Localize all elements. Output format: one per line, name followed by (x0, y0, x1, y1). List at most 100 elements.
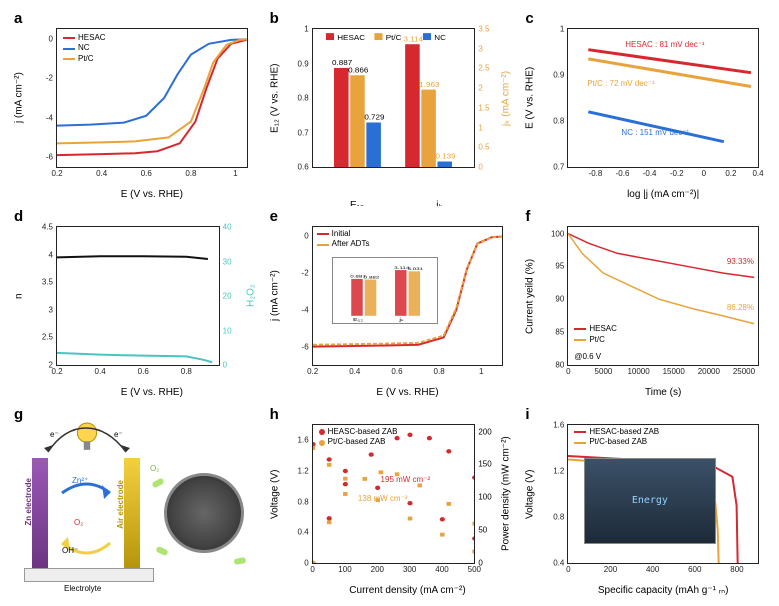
panel-i-xticks: 0200400600800 (568, 565, 758, 577)
panel-f-condition: @0.6 V (574, 352, 601, 361)
panel-b-y2ticks: 00.511.522.533.5 (476, 29, 498, 167)
ann-hesac-tafel: HESAC : 81 mV dec⁻¹ (625, 40, 704, 49)
panel-d-lines (57, 227, 219, 365)
panel-d-yticks: 22.533.544.5 (33, 227, 55, 365)
air-electrode-label: Air electrode (116, 480, 125, 529)
panel-h-yticks: 00.40.81.21.6 (289, 425, 311, 563)
svg-text:0.139: 0.139 (435, 152, 455, 160)
oh-label: OH⁻ (62, 546, 78, 555)
svg-text:HESAC: HESAC (337, 34, 365, 42)
ann-ptc-power: 138 mW cm⁻² (358, 494, 408, 503)
ann-nc-tafel: NC : 151 mV dec⁻¹ (621, 128, 689, 137)
panel-b: b E₁₂ (V vs. RHE) jₖ (mA cm⁻²) HESAC Pt/C… (264, 8, 516, 202)
panel-h-y2label: Power density (mW cm⁻²) (499, 424, 513, 564)
panel-c-lines (568, 29, 758, 167)
air-electrode-icon (124, 458, 140, 568)
panel-b-ylabel: E₁₂ (V vs. RHE) (268, 28, 282, 168)
panel-i-xlabel: Specific capacity (mAh g⁻¹ ᵣₙ) (567, 585, 759, 596)
panel-e-xticks: 0.20.40.60.81 (313, 367, 503, 379)
panel-h-y2ticks: 050100150200 (476, 425, 498, 563)
svg-text:Pt/C: Pt/C (385, 34, 401, 42)
zn2-label: Zn²⁺ (72, 476, 88, 485)
o2-molecule-icon (155, 546, 168, 557)
zab-schematic: e⁻ e⁻ Zn²⁺ O₂ OH⁻ Zn electrode Air elect… (14, 418, 254, 592)
panel-i-legend: HESAC-based ZABPt/C-based ZAB (574, 427, 659, 448)
electron-label-left: e⁻ (50, 430, 59, 439)
panel-d-y2label: H₂O₂ (244, 226, 258, 366)
panel-a-plot: HESACNCPt/C 0.20.40.60.81 -6-4-20 (56, 28, 248, 168)
zn-electrode-label: Zn electrode (24, 478, 33, 526)
panel-c-ylabel: E (V vs. RHE) (523, 28, 537, 168)
zn-electrode-icon (32, 458, 48, 568)
panel-e-ylabel: j (mA cm⁻²) (268, 226, 282, 366)
panel-e-label: e (270, 208, 278, 225)
svg-text:1.963: 1.963 (419, 80, 439, 88)
electrolyte-label: Electrolyte (64, 584, 101, 593)
panel-i-label: i (525, 406, 529, 423)
panel-e-legend: InitialAfter ADTs (317, 229, 370, 250)
panel-e-yticks: -6-4-20 (289, 227, 311, 365)
panel-d-label: d (14, 208, 23, 225)
electron-label-right: e⁻ (114, 430, 123, 439)
panel-a-label: a (14, 10, 22, 27)
panel-d-y2ticks: 010203040 (221, 227, 243, 365)
panel-f-plot: HESACPt/C @0.6 V 93.33% 86.28% 050001000… (567, 226, 759, 366)
ann-ptc-tafel: Pt/C : 72 mV dec⁻¹ (587, 79, 654, 88)
panel-b-y2label: jₖ (mA cm⁻²) (499, 28, 513, 168)
panel-i-plot: HESAC-based ZABPt/C-based ZAB Energy 020… (567, 424, 759, 564)
panel-g-label: g (14, 406, 23, 423)
panel-h-xlabel: Current density (mA cm⁻²) (312, 585, 504, 596)
panel-b-bars: HESACPt/CNC0.8870.8660.7293.1141.9630.13… (313, 29, 475, 167)
panel-f-yticks: 80859095100 (544, 227, 566, 365)
panel-d-ylabel: n (12, 226, 26, 366)
panel-h-plot: HEASC-based ZABPt/C-based ZAB 195 mW cm⁻… (312, 424, 476, 564)
figure-grid: a j (mA cm⁻²) HESACNCPt/C 0.20.40.60.81 … (0, 0, 779, 606)
electrolyte-icon (24, 568, 154, 582)
panel-e-plot: InitialAfter ADTs 0.8870.8823.1143.031E₁… (312, 226, 504, 366)
panel-h-legend: HEASC-based ZABPt/C-based ZAB (319, 427, 398, 448)
panel-f-ylabel: Current yeild (%) (523, 226, 537, 366)
svg-text:0.866: 0.866 (348, 66, 368, 74)
panel-b-yticks: 0.60.70.80.91 (289, 29, 311, 167)
panel-i-photo: Energy (584, 458, 717, 544)
panel-c-plot: -0.8-0.6-0.4-0.200.20.4 0.70.80.91 HESAC… (567, 28, 759, 168)
panel-h-xticks: 0100200300400500 (313, 565, 475, 577)
svg-text:3.031: 3.031 (407, 267, 423, 271)
panel-e-inset-bars: 0.8870.8823.1143.031E₁₂jₖ (333, 258, 437, 322)
panel-f-xlabel: Time (s) (567, 387, 759, 398)
led-text: Energy (632, 495, 668, 506)
o2-molecule-icon (151, 477, 164, 488)
panel-d-plot: 0.20.40.60.8 22.533.544.5 010203040 (56, 226, 220, 366)
svg-text:0.882: 0.882 (363, 276, 379, 280)
panel-a-xticks: 0.20.40.60.81 (57, 169, 247, 181)
o2-internal-label: O₂ (74, 518, 83, 527)
panel-a-yticks: -6-4-20 (33, 29, 55, 167)
panel-e-inset: 0.8870.8823.1143.031E₁₂jₖ (332, 257, 438, 323)
panel-h-ylabel: Voltage (V) (268, 424, 282, 564)
panel-b-label: b (270, 10, 279, 27)
panel-d-xticks: 0.20.40.60.8 (57, 367, 219, 379)
panel-d: d n H₂O₂ 0.20.40.60.8 22.533.544.5 01020… (8, 206, 260, 400)
panel-i-ylabel: Voltage (V) (523, 424, 537, 564)
panel-f-xticks: 0500010000150002000025000 (568, 367, 758, 379)
panel-f: f Current yeild (%) HESACPt/C @0.6 V 93.… (519, 206, 771, 400)
panel-a: a j (mA cm⁻²) HESACNCPt/C 0.20.40.60.81 … (8, 8, 260, 202)
svg-text:3.114: 3.114 (403, 35, 423, 43)
panel-c-label: c (525, 10, 533, 27)
panel-a-xlabel: E (V vs. RHE) (56, 189, 248, 200)
svg-text:0.729: 0.729 (364, 113, 384, 121)
panel-a-ylabel: j (mA cm⁻²) (12, 28, 26, 168)
panel-f-label: f (525, 208, 530, 225)
panel-c: c E (V vs. RHE) -0.8-0.6-0.4-0.200.20.4 … (519, 8, 771, 202)
ann-hesac-power: 195 mW cm⁻² (381, 475, 431, 484)
svg-text:NC: NC (434, 34, 446, 42)
o2-molecule-icon (234, 557, 247, 565)
panel-i-yticks: 0.40.81.21.6 (544, 425, 566, 563)
panel-h: h Voltage (V) Power density (mW cm⁻²) HE… (264, 404, 516, 598)
panel-c-xlabel: log |j (mA cm⁻²)| (567, 189, 759, 200)
panel-i: i Voltage (V) HESAC-based ZABPt/C-based … (519, 404, 771, 598)
panel-d-xlabel: E (V vs. RHE) (56, 387, 248, 398)
ann-hesac-retain: 93.33% (727, 257, 754, 266)
panel-e-xlabel: E (V vs. RHE) (312, 387, 504, 398)
sem-image-icon (164, 473, 244, 553)
